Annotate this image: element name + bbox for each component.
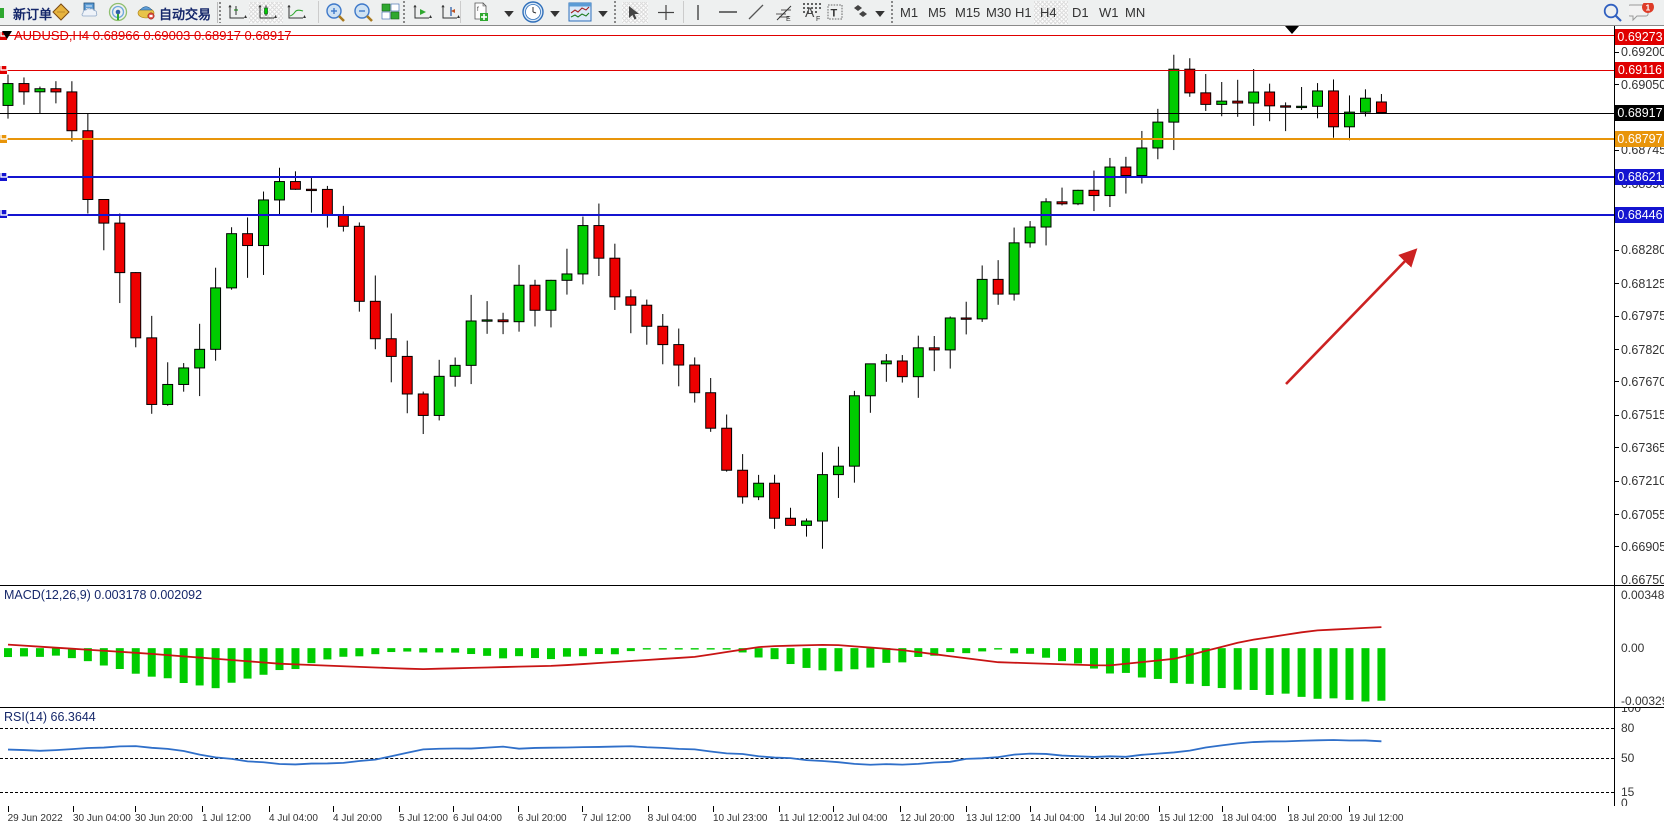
svg-text:1: 1 — [1646, 3, 1651, 13]
svg-text:F: F — [816, 16, 820, 22]
svg-text:T: T — [831, 8, 838, 20]
svg-text:E: E — [786, 16, 791, 22]
